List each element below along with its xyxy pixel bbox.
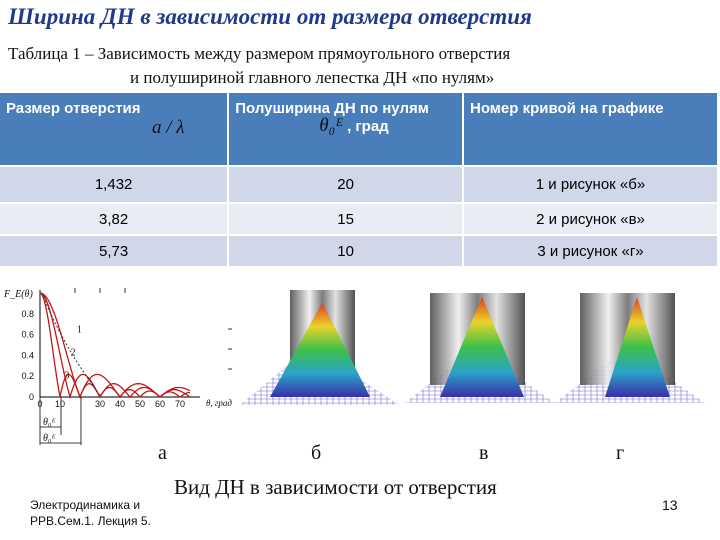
cell-curve: 3 и рисунок «г» <box>463 235 717 268</box>
subfig-label-a: а <box>158 442 167 464</box>
top-marks <box>74 288 232 370</box>
chart-a: F_E(θ) 0.8 0.6 0.4 0.2 0 0 10 30 40 50 60 70 θ, гр… <box>3 288 232 445</box>
cell-size: 1,432 <box>0 166 230 204</box>
envelope-dotted <box>41 292 101 396</box>
curve-3 <box>39 292 190 399</box>
pattern-v <box>405 293 555 403</box>
table-row: 1,432 20 1 и рисунок «б» <box>0 166 717 204</box>
x-tick-label: 40 <box>115 399 125 409</box>
theta-annotation-2: θ₀ᴱ <box>43 433 55 444</box>
curve-1 <box>39 292 191 399</box>
header-aperture-size: Размер отверстия a / λ <box>0 93 230 167</box>
cell-curve: 2 и рисунок «в» <box>463 203 717 236</box>
unit-label: , град <box>347 118 389 135</box>
cell-halfwidth: 15 <box>228 203 464 236</box>
figure-caption: Вид ДН в зависимости от отверстия <box>174 475 497 499</box>
footer: Электродинамика и РРВ.Сем.1. Лекция 5. <box>30 497 220 529</box>
caption-line-1: Таблица 1 – Зависимость между размером п… <box>8 44 511 63</box>
x-tick-label: 30 <box>95 399 105 409</box>
x-tick-label: 10 <box>55 399 65 409</box>
subfig-label-g: г <box>616 442 625 464</box>
cell-size: 5,73 <box>0 235 230 268</box>
cell-halfwidth: 20 <box>228 166 464 204</box>
caption-line-2: и полушириной главного лепестка ДН «по н… <box>130 68 495 87</box>
header-curve-number: Номер кривой на графике <box>463 93 717 167</box>
formula-theta-zero: θ₀ᴱ <box>319 115 343 136</box>
table-caption: Таблица 1 – Зависимость между размером п… <box>8 42 708 90</box>
pattern-g <box>555 293 705 403</box>
cell-curve: 1 и рисунок «б» <box>463 166 717 204</box>
y-tick-label: 0.8 <box>21 309 34 319</box>
data-table: Размер отверстия a / λ Полуширина ДН по … <box>0 93 717 268</box>
y-axis-label: F_E(θ) <box>3 289 33 300</box>
table-row: 5,73 10 3 и рисунок «г» <box>0 235 717 268</box>
subfig-label-b: б <box>311 442 322 464</box>
cell-size: 3,82 <box>0 203 230 236</box>
curve-label: 3 <box>64 370 69 381</box>
y-tick-labels: 0.8 0.6 0.4 0.2 0 <box>21 309 34 402</box>
curve-label: 2 <box>71 347 76 358</box>
curve-labels: 12 3 <box>64 325 81 382</box>
y-tick-label: 0.2 <box>21 371 34 381</box>
footer-line-2: РРВ.Сем.1. Лекция 5. <box>30 514 151 528</box>
slide-title: Ширина ДН в зависимости от размера отвер… <box>8 4 532 29</box>
x-tick-label: 50 <box>135 399 145 409</box>
y-tick-label: 0 <box>29 392 34 402</box>
header-beam-halfwidth: Полуширина ДН по нулям θ₀ᴱ , град <box>228 93 464 167</box>
x-axis-label: θ, град <box>206 398 232 408</box>
curve-label: 1 <box>77 325 82 336</box>
theta-annotation-1: θ₀ᴱ <box>43 417 55 428</box>
y-tick-label: 0.6 <box>21 330 34 340</box>
footer-line-1: Электродинамика и <box>30 498 141 512</box>
x-tick-label: 70 <box>175 399 185 409</box>
x-tick-label: 60 <box>155 399 165 409</box>
formula-a-over-lambda: a / λ <box>152 117 185 138</box>
figure-area: F_E(θ) 0.8 0.6 0.4 0.2 0 0 10 30 40 50 60 70 θ, гр… <box>3 288 705 445</box>
curves <box>39 292 191 400</box>
table-row: 3,82 15 2 и рисунок «в» <box>0 203 717 236</box>
y-tick-label: 0.4 <box>21 350 34 360</box>
pattern-b <box>240 290 400 405</box>
page-number: 13 <box>662 497 678 513</box>
cell-halfwidth: 10 <box>228 235 464 268</box>
table-header-row: Размер отверстия a / λ Полуширина ДН по … <box>0 93 717 167</box>
subfig-label-v: в <box>479 442 489 464</box>
curve-2 <box>39 292 191 400</box>
